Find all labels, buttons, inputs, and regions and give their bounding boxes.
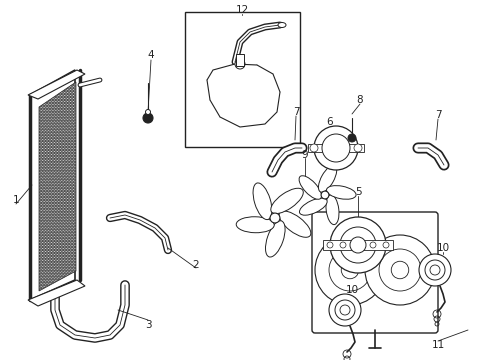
- Circle shape: [348, 134, 356, 142]
- Text: 4: 4: [147, 50, 154, 60]
- Circle shape: [350, 237, 366, 253]
- Text: 3: 3: [145, 320, 151, 330]
- Circle shape: [425, 260, 445, 280]
- Circle shape: [370, 242, 376, 248]
- Ellipse shape: [299, 198, 327, 215]
- Circle shape: [310, 144, 318, 152]
- Bar: [308, 144, 364, 152]
- Circle shape: [322, 134, 350, 162]
- Text: 10: 10: [345, 285, 359, 295]
- Text: 11: 11: [431, 340, 444, 350]
- Ellipse shape: [278, 23, 286, 27]
- Polygon shape: [28, 70, 85, 99]
- Ellipse shape: [266, 221, 285, 257]
- Text: 1: 1: [13, 195, 19, 205]
- Text: 7: 7: [435, 110, 441, 120]
- Polygon shape: [39, 82, 76, 291]
- Text: 9: 9: [302, 150, 308, 160]
- Polygon shape: [30, 70, 75, 300]
- Circle shape: [329, 249, 371, 291]
- Ellipse shape: [299, 176, 321, 199]
- Ellipse shape: [318, 165, 337, 192]
- Text: 10: 10: [437, 243, 449, 253]
- Circle shape: [327, 242, 333, 248]
- Text: 12: 12: [235, 5, 248, 15]
- Ellipse shape: [271, 188, 303, 213]
- Circle shape: [146, 109, 150, 114]
- Ellipse shape: [326, 195, 339, 225]
- Bar: [236, 54, 244, 66]
- Circle shape: [341, 261, 359, 279]
- Text: 6: 6: [327, 117, 333, 127]
- Circle shape: [143, 113, 153, 123]
- Text: 8: 8: [357, 95, 363, 105]
- Circle shape: [340, 242, 346, 248]
- Ellipse shape: [326, 186, 356, 199]
- Circle shape: [321, 191, 329, 199]
- Circle shape: [314, 126, 358, 170]
- Bar: [323, 240, 393, 250]
- Circle shape: [235, 59, 245, 69]
- Polygon shape: [28, 280, 85, 306]
- Circle shape: [335, 300, 355, 320]
- Circle shape: [354, 144, 362, 152]
- FancyBboxPatch shape: [312, 212, 438, 333]
- Circle shape: [365, 235, 435, 305]
- Polygon shape: [207, 64, 280, 127]
- Circle shape: [270, 213, 280, 223]
- Circle shape: [430, 265, 440, 275]
- Text: 7: 7: [293, 107, 299, 117]
- Circle shape: [315, 235, 385, 305]
- Bar: [185, 12, 300, 147]
- Ellipse shape: [253, 183, 272, 220]
- Circle shape: [340, 305, 350, 315]
- Ellipse shape: [279, 211, 311, 237]
- Circle shape: [391, 261, 409, 279]
- Circle shape: [379, 249, 421, 291]
- Text: 5: 5: [355, 187, 361, 197]
- Text: 2: 2: [193, 260, 199, 270]
- Circle shape: [419, 254, 451, 286]
- Ellipse shape: [236, 217, 274, 233]
- Circle shape: [383, 242, 389, 248]
- Circle shape: [340, 227, 376, 263]
- Circle shape: [330, 217, 386, 273]
- Circle shape: [329, 294, 361, 326]
